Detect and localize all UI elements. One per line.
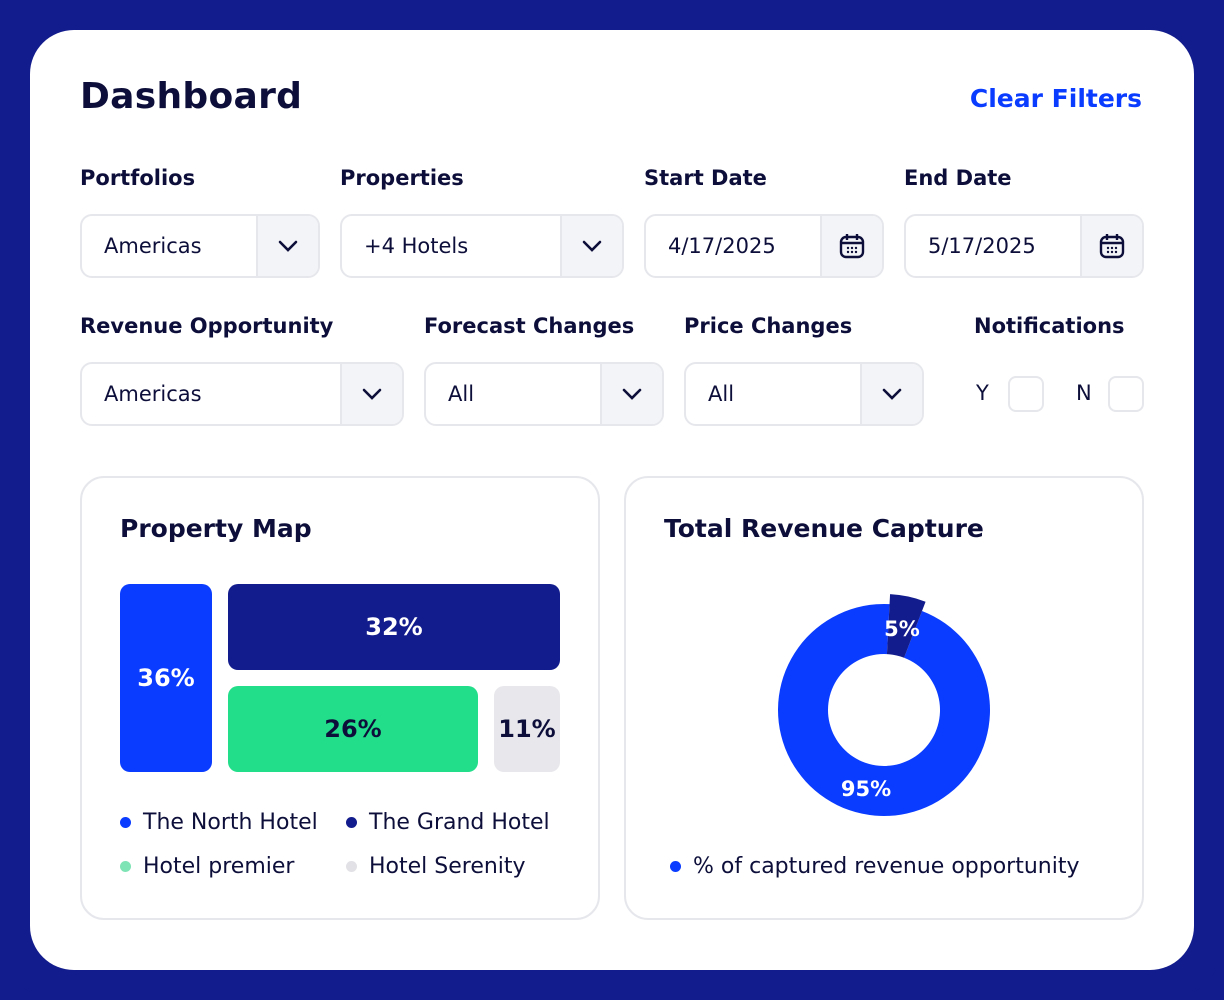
donut-chart: 95% 5%	[778, 594, 990, 816]
revenue-opportunity-value: Americas	[104, 382, 202, 406]
portfolios-select[interactable]: Americas	[80, 214, 320, 278]
forecast-changes-select[interactable]: All	[424, 362, 664, 426]
property-map-panel: Property Map 36% 32% 26% 11% The North H…	[80, 476, 600, 920]
revenue-opportunity-select[interactable]: Americas	[80, 362, 404, 426]
legend-item: The Grand Hotel	[346, 810, 550, 835]
price-changes-label: Price Changes	[684, 314, 853, 338]
portfolios-value: Americas	[104, 234, 202, 258]
properties-label: Properties	[340, 166, 464, 190]
dashboard-card	[30, 30, 1194, 970]
treemap-cell-grand-hotel[interactable]: 32%	[228, 584, 560, 670]
properties-select[interactable]: +4 Hotels	[340, 214, 624, 278]
legend-dot	[120, 817, 131, 828]
price-changes-select[interactable]: All	[684, 362, 924, 426]
donut-slice-remaining[interactable]	[886, 594, 926, 658]
end-date-value: 5/17/2025	[928, 234, 1036, 258]
donut-data-label: 5%	[884, 617, 920, 641]
page-title: Dashboard	[80, 76, 303, 117]
legend-label: % of captured revenue opportunity	[693, 854, 1080, 879]
end-date-label: End Date	[904, 166, 1012, 190]
legend-label: Hotel Serenity	[369, 854, 526, 879]
legend-label: The North Hotel	[143, 810, 318, 835]
property-map-title: Property Map	[120, 514, 312, 543]
donut-slice-captured[interactable]	[778, 604, 990, 816]
treemap-cell-hotel-serenity[interactable]: 11%	[494, 686, 560, 772]
legend-label: The Grand Hotel	[369, 810, 550, 835]
chevron-down-icon[interactable]	[600, 364, 662, 424]
legend-item: Hotel Serenity	[346, 854, 526, 879]
properties-value: +4 Hotels	[364, 234, 469, 258]
legend-item: % of captured revenue opportunity	[670, 854, 1080, 879]
clear-filters-link[interactable]: Clear Filters	[969, 84, 1142, 113]
chevron-down-icon[interactable]	[256, 216, 318, 276]
chevron-down-icon[interactable]	[340, 364, 402, 424]
revenue-opportunity-label: Revenue Opportunity	[80, 314, 334, 338]
legend-item: The North Hotel	[120, 810, 318, 835]
treemap-cell-hotel-premier[interactable]: 26%	[228, 686, 478, 772]
legend-dot	[120, 861, 131, 872]
legend-dot	[346, 817, 357, 828]
notifications-label: Notifications	[974, 314, 1125, 338]
treemap-label: 26%	[324, 715, 382, 743]
calendar-icon[interactable]	[1080, 216, 1142, 276]
chevron-down-icon[interactable]	[860, 364, 922, 424]
chevron-down-icon[interactable]	[560, 216, 622, 276]
revenue-capture-panel: Total Revenue Capture 95% 5% % of capture…	[624, 476, 1144, 920]
notifications-yes-label: Y	[976, 381, 989, 405]
treemap-cell-north-hotel[interactable]: 36%	[120, 584, 212, 772]
forecast-changes-label: Forecast Changes	[424, 314, 635, 338]
legend-dot	[346, 861, 357, 872]
calendar-icon[interactable]	[820, 216, 882, 276]
forecast-changes-value: All	[448, 382, 475, 406]
start-date-value: 4/17/2025	[668, 234, 776, 258]
treemap-label: 36%	[137, 664, 195, 692]
end-date-input[interactable]: 5/17/2025	[904, 214, 1144, 278]
revenue-capture-title: Total Revenue Capture	[664, 514, 984, 543]
donut-data-label: 95%	[841, 777, 891, 801]
price-changes-value: All	[708, 382, 735, 406]
notifications-no-checkbox[interactable]	[1108, 376, 1144, 412]
legend-label: Hotel premier	[143, 854, 295, 879]
treemap-label: 32%	[365, 613, 423, 641]
legend-item: Hotel premier	[120, 854, 294, 879]
legend-dot	[670, 861, 681, 872]
start-date-label: Start Date	[644, 166, 767, 190]
portfolios-label: Portfolios	[80, 166, 196, 190]
notifications-yes-checkbox[interactable]	[1008, 376, 1044, 412]
treemap-label: 11%	[498, 715, 556, 743]
notifications-no-label: N	[1076, 381, 1092, 405]
start-date-input[interactable]: 4/17/2025	[644, 214, 884, 278]
